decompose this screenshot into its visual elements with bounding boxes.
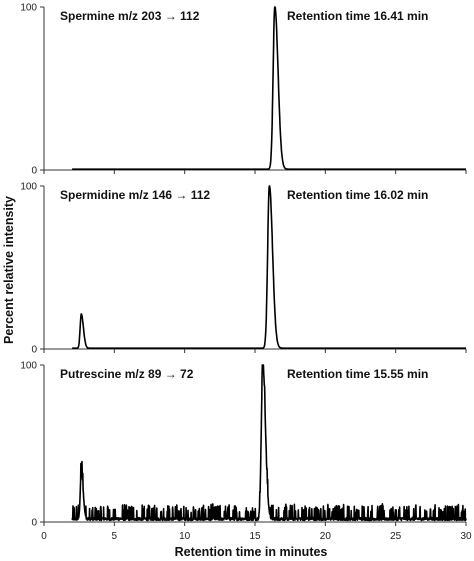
panel-compound-label: Spermine m/z 203 → 112 <box>60 9 200 23</box>
x-tick-label: 5 <box>112 531 118 542</box>
series-trace <box>71 364 467 522</box>
y-tick-label: 100 <box>20 3 37 14</box>
series-trace <box>71 185 467 350</box>
panel-retention-label: Retention time 15.55 min <box>287 367 428 381</box>
x-tick-label: 20 <box>320 531 332 542</box>
x-tick-label: 15 <box>249 531 261 542</box>
series-trace <box>71 6 467 170</box>
x-axis-title: Retention time in minutes <box>175 545 328 559</box>
y-tick-label: 0 <box>31 166 37 177</box>
y-tick-label: 100 <box>20 182 37 193</box>
panel-retention-label: Retention time 16.02 min <box>287 188 428 202</box>
x-tick-label: 0 <box>41 531 47 542</box>
panel-compound-label: Spermidine m/z 146 → 112 <box>60 188 210 202</box>
x-tick-label: 25 <box>390 531 402 542</box>
y-tick-label: 0 <box>31 518 37 529</box>
x-tick-label: 30 <box>460 531 472 542</box>
panel-compound-label: Putrescine m/z 89 → 72 <box>60 367 194 381</box>
y-tick-label: 0 <box>31 345 37 356</box>
y-axis-title: Percent relative intensity <box>2 196 16 344</box>
y-tick-label: 100 <box>20 361 37 372</box>
panel-retention-label: Retention time 16.41 min <box>287 9 428 23</box>
x-tick-label: 10 <box>179 531 191 542</box>
